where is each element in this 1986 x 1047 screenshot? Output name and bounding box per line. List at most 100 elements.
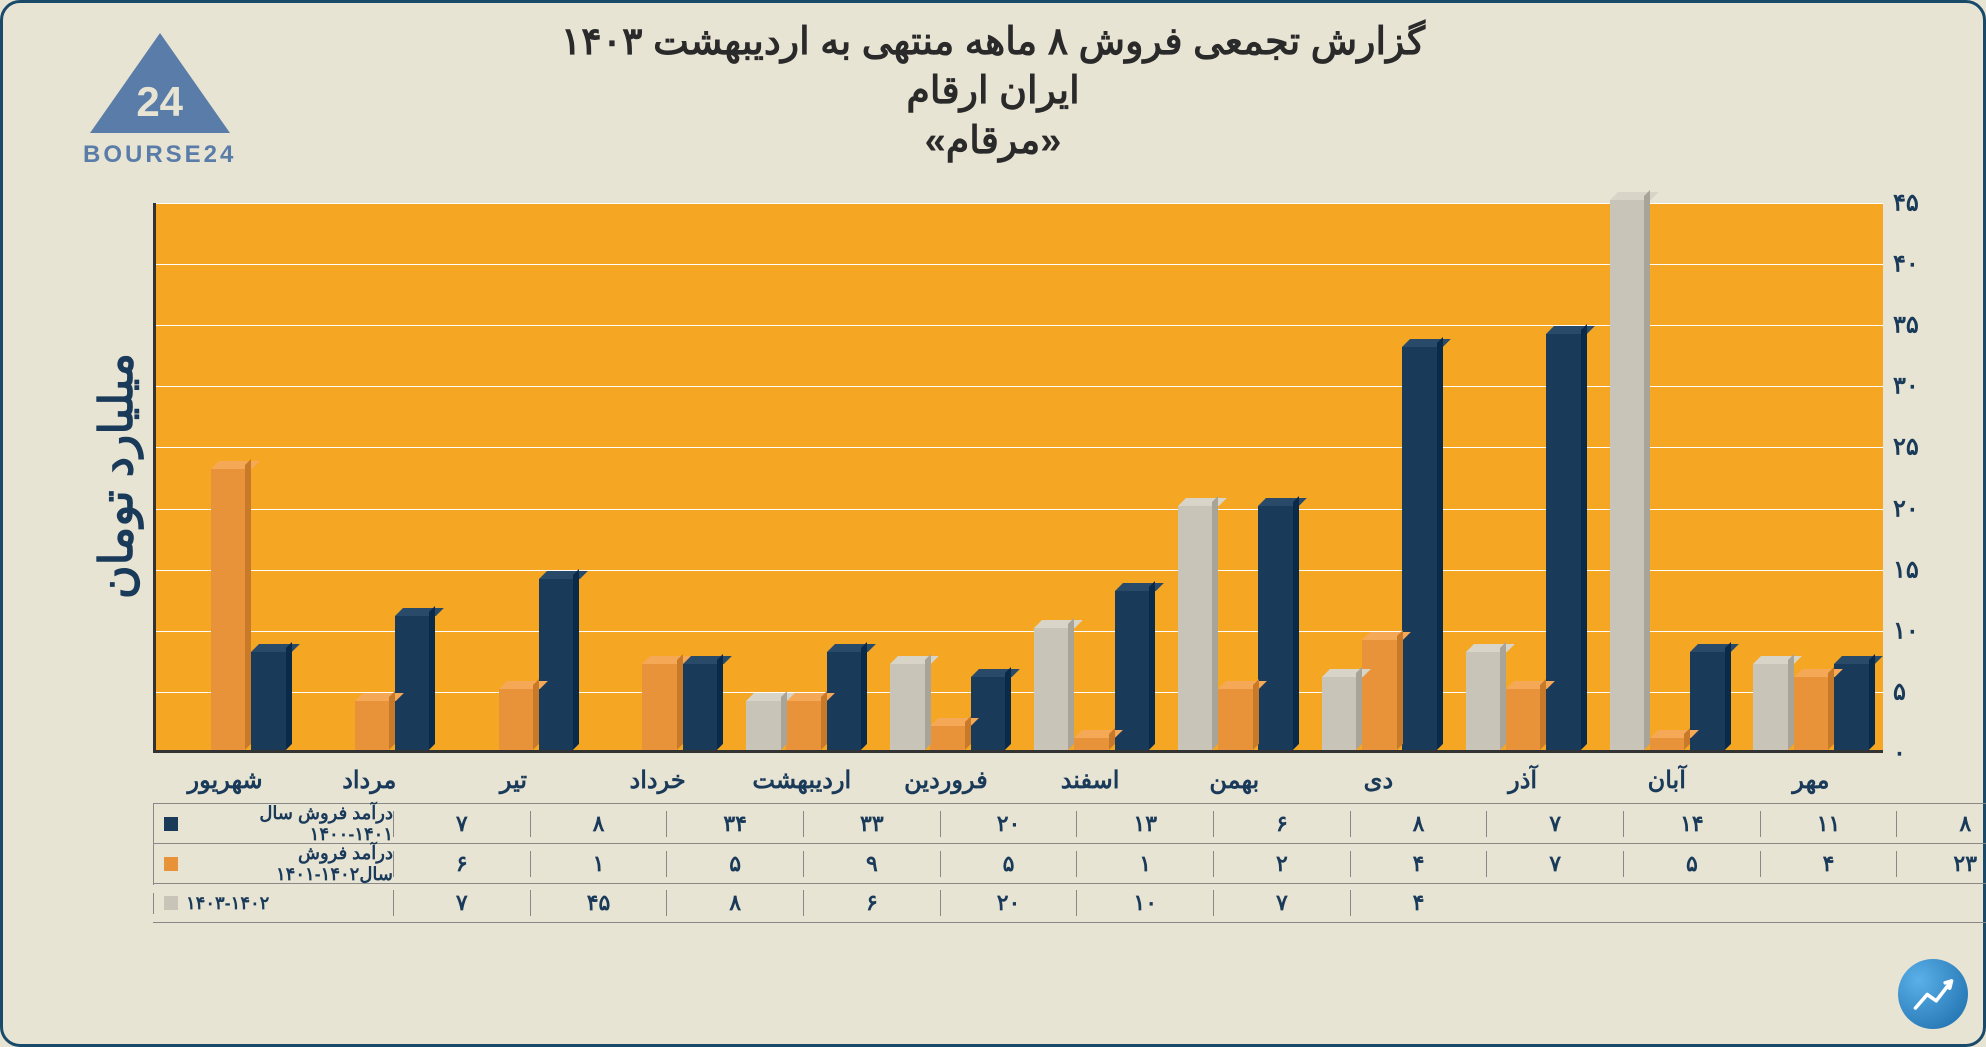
- table-cell: ۸: [1896, 811, 1986, 837]
- table-cell: ۳۳: [803, 811, 940, 837]
- legend-cell: درآمد فروش سال ۱۴۰۱-۱۴۰۰: [153, 803, 393, 845]
- y-tick-label: ۱۰: [1893, 616, 1943, 645]
- table-cell: ۲: [1213, 851, 1350, 877]
- table-cell: ۸: [1350, 811, 1487, 837]
- bar: [211, 469, 246, 750]
- table-cell: ۱: [530, 851, 667, 877]
- bar: [1794, 677, 1829, 750]
- y-tick-label: ۰: [1893, 739, 1943, 768]
- title-line-1: گزارش تجمعی فروش ۸ ماهه منتهی به اردیبهش…: [3, 18, 1983, 67]
- table-cell: ۷: [393, 890, 530, 916]
- bar: [1074, 738, 1109, 750]
- table-cell: ۲۳: [1896, 851, 1986, 877]
- table-cell: ۴: [1350, 890, 1487, 916]
- bar: [1690, 652, 1725, 750]
- x-tick-label: دی: [1306, 766, 1450, 795]
- bar: [355, 701, 390, 750]
- x-tick-label: بهمن: [1162, 766, 1306, 795]
- bar: [1178, 506, 1213, 750]
- legend-label: درآمد فروش سال۱۴۰۲-۱۴۰۱: [186, 843, 393, 885]
- table-cell: ۶: [1213, 811, 1350, 837]
- bar: [1034, 628, 1069, 750]
- y-tick-label: ۴۰: [1893, 250, 1943, 279]
- bar: [1402, 347, 1437, 750]
- table-cell: ۶: [393, 851, 530, 877]
- bar: [642, 664, 677, 750]
- legend-cell: ۱۴۰۳-۱۴۰۲: [153, 893, 393, 914]
- table-cell: ۱۳: [1076, 811, 1213, 837]
- x-tick-label: مهر: [1739, 766, 1883, 795]
- bar: [1362, 640, 1397, 750]
- table-cell: ۹: [803, 851, 940, 877]
- table-cell: ۸: [530, 811, 667, 837]
- legend-cell: درآمد فروش سال۱۴۰۲-۱۴۰۱: [153, 843, 393, 885]
- chart-badge-icon: [1898, 959, 1968, 1029]
- table-cell: ۱۰: [1076, 890, 1213, 916]
- table-row: درآمد فروش سال۱۴۰۲-۱۴۰۱۶۱۵۹۵۱۲۴۷۵۴۲۳: [153, 843, 1986, 883]
- x-tick-label: مرداد: [297, 766, 441, 795]
- bar: [930, 726, 965, 750]
- bar: [1546, 334, 1581, 750]
- title-line-3: «مرقام»: [3, 117, 1983, 166]
- table-cell: ۵: [940, 851, 1077, 877]
- bar: [786, 701, 821, 750]
- table-cell: ۶: [803, 890, 940, 916]
- x-axis-labels: مهرآبانآذردیبهمناسفندفروردیناردیبهشتخردا…: [153, 758, 1883, 798]
- bar: [539, 579, 574, 750]
- bar: [1115, 591, 1150, 750]
- table-cell: ۷: [1486, 851, 1623, 877]
- bar: [1322, 677, 1357, 750]
- y-tick-label: ۲۰: [1893, 494, 1943, 523]
- table-cell: ۷: [1213, 890, 1350, 916]
- table-cell: ۳۴: [666, 811, 803, 837]
- x-tick-label: تیر: [441, 766, 585, 795]
- legend-label: ۱۴۰۳-۱۴۰۲: [186, 893, 269, 914]
- bar: [746, 701, 781, 750]
- x-tick-label: آبان: [1595, 766, 1739, 795]
- legend-swatch-icon: [164, 817, 178, 831]
- chart-title: گزارش تجمعی فروش ۸ ماهه منتهی به اردیبهش…: [3, 18, 1983, 166]
- table-cell: ۲۰: [940, 890, 1077, 916]
- x-tick-label: اردیبهشت: [730, 766, 874, 795]
- table-cell: ۴: [1350, 851, 1487, 877]
- title-line-2: ایران ارقام: [3, 67, 1983, 116]
- bar: [1466, 652, 1501, 750]
- bar: [1258, 506, 1293, 750]
- table-row: ۱۴۰۳-۱۴۰۲۷۴۵۸۶۲۰۱۰۷۴: [153, 883, 1986, 923]
- bar: [827, 652, 862, 750]
- table-cell: ۷: [393, 811, 530, 837]
- x-tick-label: شهریور: [153, 766, 297, 795]
- legend-label: درآمد فروش سال ۱۴۰۱-۱۴۰۰: [186, 803, 393, 845]
- bar: [683, 664, 718, 750]
- bar: [890, 664, 925, 750]
- table-cell: ۱۴: [1623, 811, 1760, 837]
- data-table: درآمد فروش سال ۱۴۰۱-۱۴۰۰۷۸۳۴۳۳۲۰۱۳۶۸۷۱۴۱…: [153, 803, 1986, 923]
- bar: [251, 652, 286, 750]
- x-tick-label: فروردین: [874, 766, 1018, 795]
- table-cell: ۵: [666, 851, 803, 877]
- y-axis-label: میلیارد تومان: [89, 353, 143, 599]
- legend-swatch-icon: [164, 857, 178, 871]
- y-tick-label: ۱۵: [1893, 555, 1943, 584]
- bar: [971, 677, 1006, 750]
- table-cell: ۲۰: [940, 811, 1077, 837]
- table-cell: ۸: [666, 890, 803, 916]
- y-tick-label: ۴۵: [1893, 189, 1943, 218]
- y-tick-label: ۳۰: [1893, 372, 1943, 401]
- table-cell: ۱۱: [1760, 811, 1897, 837]
- bar: [1834, 664, 1869, 750]
- table-cell: ۵: [1623, 851, 1760, 877]
- x-tick-label: اسفند: [1018, 766, 1162, 795]
- table-cell: ۴: [1760, 851, 1897, 877]
- bar: [1506, 689, 1541, 750]
- y-tick-label: ۲۵: [1893, 433, 1943, 462]
- bar: [1610, 200, 1645, 750]
- chart-container: میلیارد تومان ۰۵۱۰۱۵۲۰۲۵۳۰۳۵۴۰۴۵ مهرآبان…: [83, 203, 1953, 903]
- plot-area: ۰۵۱۰۱۵۲۰۲۵۳۰۳۵۴۰۴۵: [153, 203, 1883, 753]
- x-tick-label: آذر: [1451, 766, 1595, 795]
- legend-swatch-icon: [164, 896, 178, 910]
- table-cell: ۴۵: [530, 890, 667, 916]
- bar: [1650, 738, 1685, 750]
- bar: [1218, 689, 1253, 750]
- bar: [395, 616, 430, 750]
